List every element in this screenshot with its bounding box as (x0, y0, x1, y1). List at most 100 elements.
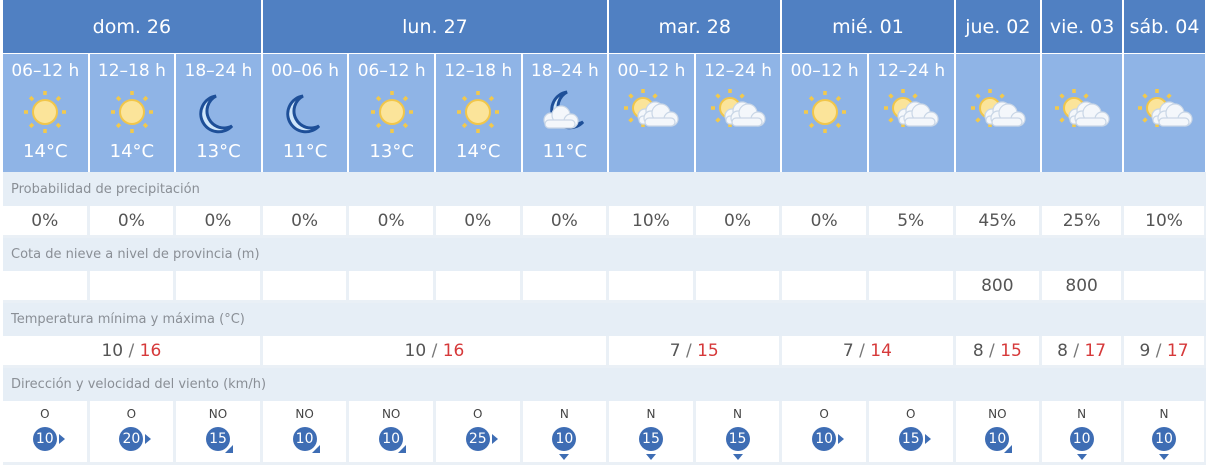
wind-direction: NO (988, 407, 1007, 421)
wind-arrow-icon (559, 454, 570, 460)
wind-arrow-icon (1076, 454, 1087, 460)
wind-speed: 15 (901, 431, 920, 447)
precip-value: 0% (782, 206, 869, 238)
precip-value: 10% (1124, 206, 1206, 238)
snow-level-value (89, 271, 177, 303)
wind-arrow-icon (491, 434, 498, 444)
wind-cell: O 10 (782, 401, 869, 465)
period-time: 06–12 h (357, 61, 426, 81)
period-time: 12–24 h (704, 61, 773, 81)
max-temp: 17 (1084, 340, 1107, 361)
sun-icon (450, 83, 506, 141)
wind-direction: NO (208, 407, 228, 421)
wind-speed-badge: 15 (638, 427, 663, 460)
max-temp: 14 (870, 340, 892, 361)
max-temp: 17 (1166, 340, 1189, 361)
sun-cloud-icon (706, 83, 770, 141)
period-cell: 12–18 h 14°C (89, 53, 177, 172)
wind-cell: NO 10 (349, 401, 436, 465)
precip-value: 10% (609, 206, 696, 238)
period-cell: 00–12 h (782, 53, 869, 172)
temperature-range: 10 / 16 (3, 336, 263, 368)
wind-cell: O 20 (89, 401, 177, 465)
sun-icon (17, 83, 73, 141)
precip-value: 0% (89, 206, 177, 238)
day-header: jue. 02 (955, 0, 1043, 53)
wind-direction: N (559, 407, 569, 421)
period-cell: 06–12 h 14°C (3, 53, 90, 172)
label-temp: Temperatura mínima y máxima (°C) (3, 303, 1206, 336)
wind-arrow-icon (58, 434, 65, 444)
wind-arrow-icon (224, 445, 233, 453)
wind-cell: NO 10 (262, 401, 350, 465)
period-time: 00–12 h (790, 61, 859, 81)
wind-speed-badge: 15 (898, 427, 931, 451)
precip-value: 0% (349, 206, 436, 238)
wind-direction: O (126, 407, 137, 421)
period-cell (1042, 53, 1125, 172)
period-time: 00–06 h (271, 61, 340, 81)
sun-cloud-icon (619, 83, 683, 141)
precip-value: 0% (176, 206, 263, 238)
period-temperature: 13°C (369, 141, 414, 162)
wind-speed: 10 (1155, 431, 1173, 447)
snow-level-value (522, 271, 610, 303)
wind-cell: N 15 (609, 401, 696, 465)
max-temp: 16 (442, 340, 465, 361)
precip-value: 45% (955, 206, 1043, 238)
max-temp: 15 (697, 340, 719, 361)
snow-level-value: 800 (955, 271, 1043, 303)
temperature-range: 8 / 17 (1042, 336, 1125, 368)
period-time: 00–12 h (617, 61, 686, 81)
wind-direction: NO (295, 407, 314, 421)
precip-value: 5% (868, 206, 956, 238)
period-cell: 00–06 h 11°C (262, 53, 350, 172)
period-temperature: 11°C (542, 141, 588, 162)
wind-speed-badge: 15 (725, 427, 750, 460)
period-cell: 06–12 h 13°C (349, 53, 436, 172)
period-cell: 18–24 h 13°C (176, 53, 263, 172)
period-temperature: 14°C (456, 141, 501, 162)
temp-separator: / (680, 340, 698, 361)
wind-direction: N (646, 407, 656, 421)
temp-separator: / (426, 340, 443, 361)
wind-speed: 10 (1072, 431, 1091, 447)
wind-speed: 10 (35, 431, 54, 447)
precip-value: 0% (435, 206, 523, 238)
wind-speed-badge: 10 (1152, 427, 1177, 460)
day-header: lun. 27 (262, 0, 610, 53)
temperature-range: 8 / 15 (955, 336, 1043, 368)
wind-arrow-icon (645, 454, 656, 460)
wind-arrow-icon (145, 434, 152, 444)
wind-arrow-icon (1159, 454, 1170, 460)
period-time: 06–12 h (11, 61, 80, 81)
wind-arrow-icon (924, 434, 931, 444)
snow-level-value (435, 271, 523, 303)
snow-level-value (609, 271, 696, 303)
wind-arrow-icon (1004, 445, 1013, 453)
period-time: 18–24 h (530, 61, 599, 81)
wind-speed: 10 (988, 431, 1007, 447)
wind-cell: N 15 (695, 401, 783, 465)
sun-icon (364, 83, 420, 141)
wind-speed: 20 (122, 431, 141, 447)
period-temperature: 11°C (282, 141, 328, 162)
moon-icon (277, 83, 333, 141)
period-cell: 18–24 h 11°C (522, 53, 610, 172)
snow-level-value (1124, 271, 1206, 303)
max-temp: 15 (1000, 340, 1022, 361)
wind-speed-badge: 15 (205, 427, 233, 453)
temperature-range: 7 / 15 (609, 336, 783, 368)
moon-icon (190, 83, 246, 141)
min-temp: 10 (404, 340, 427, 361)
min-temp: 7 (842, 340, 854, 361)
snow-level-value: 800 (1042, 271, 1125, 303)
period-cell (955, 53, 1043, 172)
wind-speed: 10 (555, 431, 574, 447)
wind-speed-badge: 10 (985, 427, 1013, 453)
forecast-grid: dom. 26 lun. 27 mar. 28 mié. 01 jue. 02 vie. … (3, 0, 1206, 465)
wind-cell: O 10 (3, 401, 90, 465)
wind-cell: N 10 (1042, 401, 1125, 465)
wind-direction: N (1159, 407, 1169, 421)
day-header: mar. 28 (609, 0, 783, 53)
